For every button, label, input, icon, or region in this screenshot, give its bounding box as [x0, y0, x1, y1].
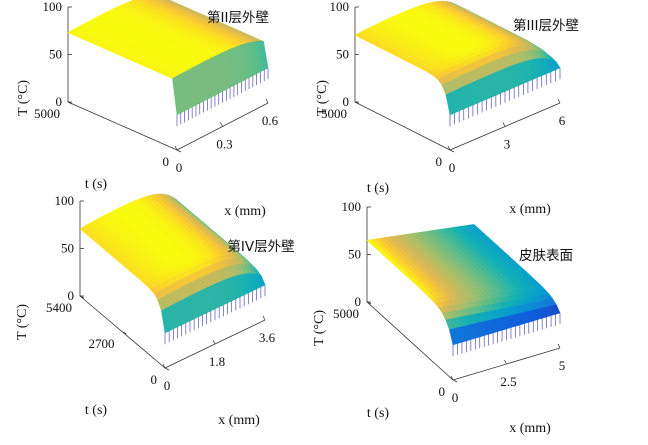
y-tick-label: 0: [439, 384, 446, 399]
z-tick-label: 50: [348, 247, 361, 262]
y-tick-mark: [79, 295, 85, 299]
surface-patch: [256, 274, 266, 288]
y-tick-mark: [164, 367, 170, 371]
z-tick-label: 100: [330, 0, 350, 14]
surface-patch: [551, 304, 561, 315]
x-tick-mark: [262, 315, 266, 321]
x-tick-mark: [450, 375, 454, 381]
initial-edge-mesh: [176, 67, 269, 127]
x-tick-label: 0.6: [262, 113, 279, 128]
x-tick-label: 3.6: [259, 330, 276, 345]
x-tick-mark: [502, 122, 506, 127]
z-tick-label: 100: [43, 0, 63, 14]
panel-title: 第IV层外壁: [227, 238, 294, 255]
y-tick-mark: [67, 101, 73, 105]
y-tick-mark: [452, 379, 458, 383]
panel-title: 第III层外壁: [513, 17, 579, 34]
x-tick-mark: [447, 145, 451, 151]
surface-patch: [259, 40, 269, 71]
x-tick-label: 0.3: [216, 137, 232, 152]
initial-edge-mesh: [164, 284, 266, 345]
y-axis-label: t (s): [85, 403, 108, 418]
y-tick-label: 5400: [46, 300, 72, 315]
panel-3: 0 50 100 0 1.8 3.6 0 2700 5400 T (°C) x (mm) t (s) 第…: [15, 193, 295, 428]
y-tick-label: 2700: [89, 336, 115, 351]
y-tick-mark: [176, 149, 182, 153]
surface-patch: [550, 59, 561, 71]
x-tick-mark: [557, 98, 561, 104]
x-tick-label: 5: [559, 358, 566, 373]
z-tick-label: 50: [336, 47, 349, 62]
z-axis-label: T (°C): [315, 80, 330, 116]
x-tick-mark: [174, 145, 178, 151]
panel-title: 皮肤表面: [519, 248, 573, 264]
x-tick-label: 0: [452, 390, 459, 405]
panel-title: 第II层外壁: [207, 9, 269, 26]
z-axis-label: T (°C): [15, 304, 30, 340]
x-tick-mark: [557, 343, 561, 349]
z-tick-label: 0: [343, 94, 350, 109]
x-tick-mark: [220, 122, 223, 127]
temperature-surface: [354, 0, 561, 116]
z-axis-label: T (°C): [16, 80, 31, 116]
y-axis-label: t (s): [85, 177, 108, 192]
y-axis-line: [366, 301, 454, 381]
y-axis-line: [354, 101, 451, 151]
temperature-surface: [366, 224, 561, 346]
y-axis-label: t (s): [367, 406, 390, 421]
x-tick-label: 0: [176, 160, 183, 175]
z-tick-label: 100: [55, 193, 75, 208]
x-tick-mark: [212, 339, 216, 345]
z-axis-label: T (°C): [312, 310, 327, 346]
z-tick-label: 0: [355, 294, 362, 309]
y-axis-line: [67, 101, 178, 151]
y-tick-label: 0: [436, 154, 443, 169]
y-tick-mark: [354, 101, 360, 105]
y-tick-mark: [366, 301, 372, 305]
y-tick-mark: [449, 149, 455, 153]
x-axis-label: x (mm): [509, 421, 551, 436]
y-tick-label: 0: [163, 154, 170, 169]
z-tick-label: 0: [68, 288, 75, 303]
z-tick-label: 50: [61, 241, 74, 256]
y-tick-label: 5000: [321, 106, 347, 121]
y-tick-mark: [122, 331, 127, 335]
x-tick-label: 1.8: [209, 354, 225, 369]
x-tick-mark: [504, 359, 507, 365]
y-tick-label: 5000: [34, 106, 60, 121]
initial-edge-mesh: [452, 312, 561, 357]
x-tick-label: 2.5: [500, 374, 516, 389]
x-tick-mark: [265, 98, 269, 104]
x-axis-label: x (mm): [509, 202, 551, 217]
y-tick-label: 5000: [333, 306, 359, 321]
x-axis-label: x (mm): [224, 204, 266, 219]
z-tick-label: 100: [342, 199, 362, 214]
initial-edge-mesh: [449, 67, 561, 127]
x-tick-label: 3: [504, 137, 511, 152]
temperature-surface: [79, 193, 266, 334]
x-axis-label: x (mm): [218, 413, 260, 428]
x-tick-label: 6: [559, 113, 566, 128]
y-axis-label: t (s): [367, 181, 390, 196]
x-tick-mark: [162, 363, 166, 369]
temperature-surface: [67, 0, 269, 116]
y-tick-label: 0: [151, 372, 158, 387]
z-tick-label: 0: [56, 94, 63, 109]
z-tick-label: 50: [49, 47, 62, 62]
x-tick-label: 0: [164, 378, 171, 393]
x-tick-label: 0: [449, 160, 456, 175]
